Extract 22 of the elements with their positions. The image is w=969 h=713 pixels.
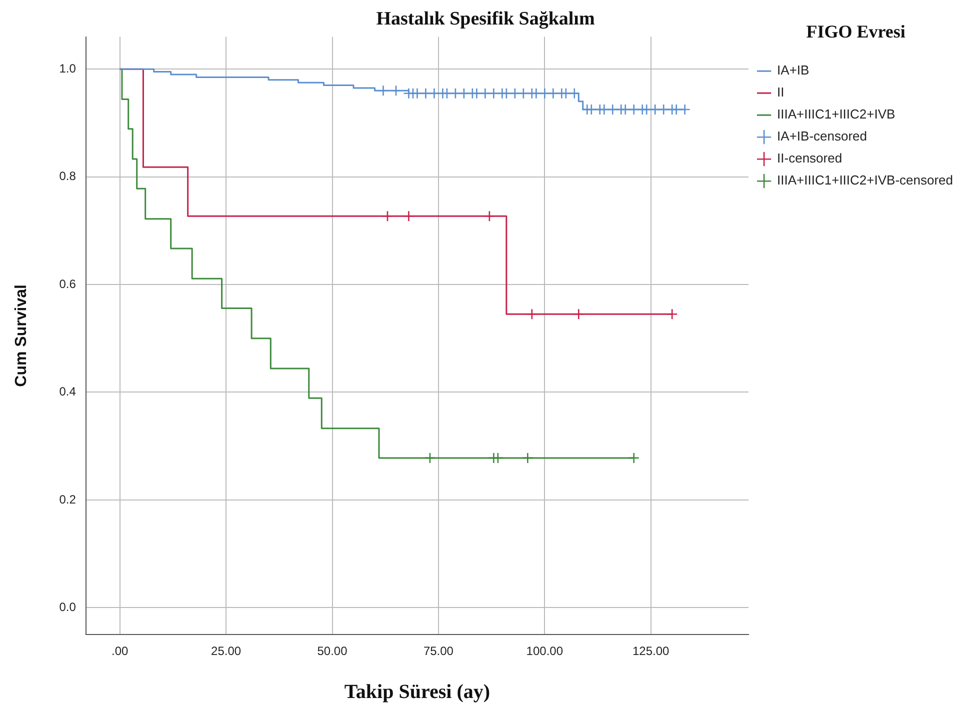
y-tick-label: 0.0 — [59, 600, 76, 614]
legend-label: IIIA+IIIC1+IIIC2+IVB — [777, 106, 896, 122]
x-tick-label: 25.00 — [211, 644, 242, 658]
x-tick-label: .00 — [112, 644, 129, 658]
legend-label: II-censored — [777, 150, 842, 166]
x-tick-label: 100.00 — [526, 644, 564, 658]
x-tick-label: 75.00 — [423, 644, 454, 658]
y-tick-label: 0.2 — [59, 492, 76, 506]
y-axis-title: Cum Survival — [13, 284, 30, 387]
x-tick-label: 125.00 — [632, 644, 670, 658]
y-tick-label: 0.6 — [59, 276, 76, 291]
legend-label: II — [777, 84, 784, 100]
y-tick-label: 0.8 — [59, 169, 76, 184]
legend-label: IIIA+IIIC1+IIIC2+IVB-censored — [777, 172, 953, 188]
y-tick-label: 0.4 — [59, 384, 76, 399]
legend-title: FIGO Evresi — [806, 22, 906, 42]
x-tick-label: 50.00 — [317, 644, 348, 658]
legend-label: IA+IB-censored — [777, 128, 868, 144]
legend-label: IA+IB — [777, 62, 810, 78]
chart-title: Hastalık Spesifik Sağkalım — [376, 8, 595, 30]
x-axis-title: Takip Süresi (ay) — [344, 681, 490, 704]
y-tick-label: 1.0 — [59, 61, 76, 76]
